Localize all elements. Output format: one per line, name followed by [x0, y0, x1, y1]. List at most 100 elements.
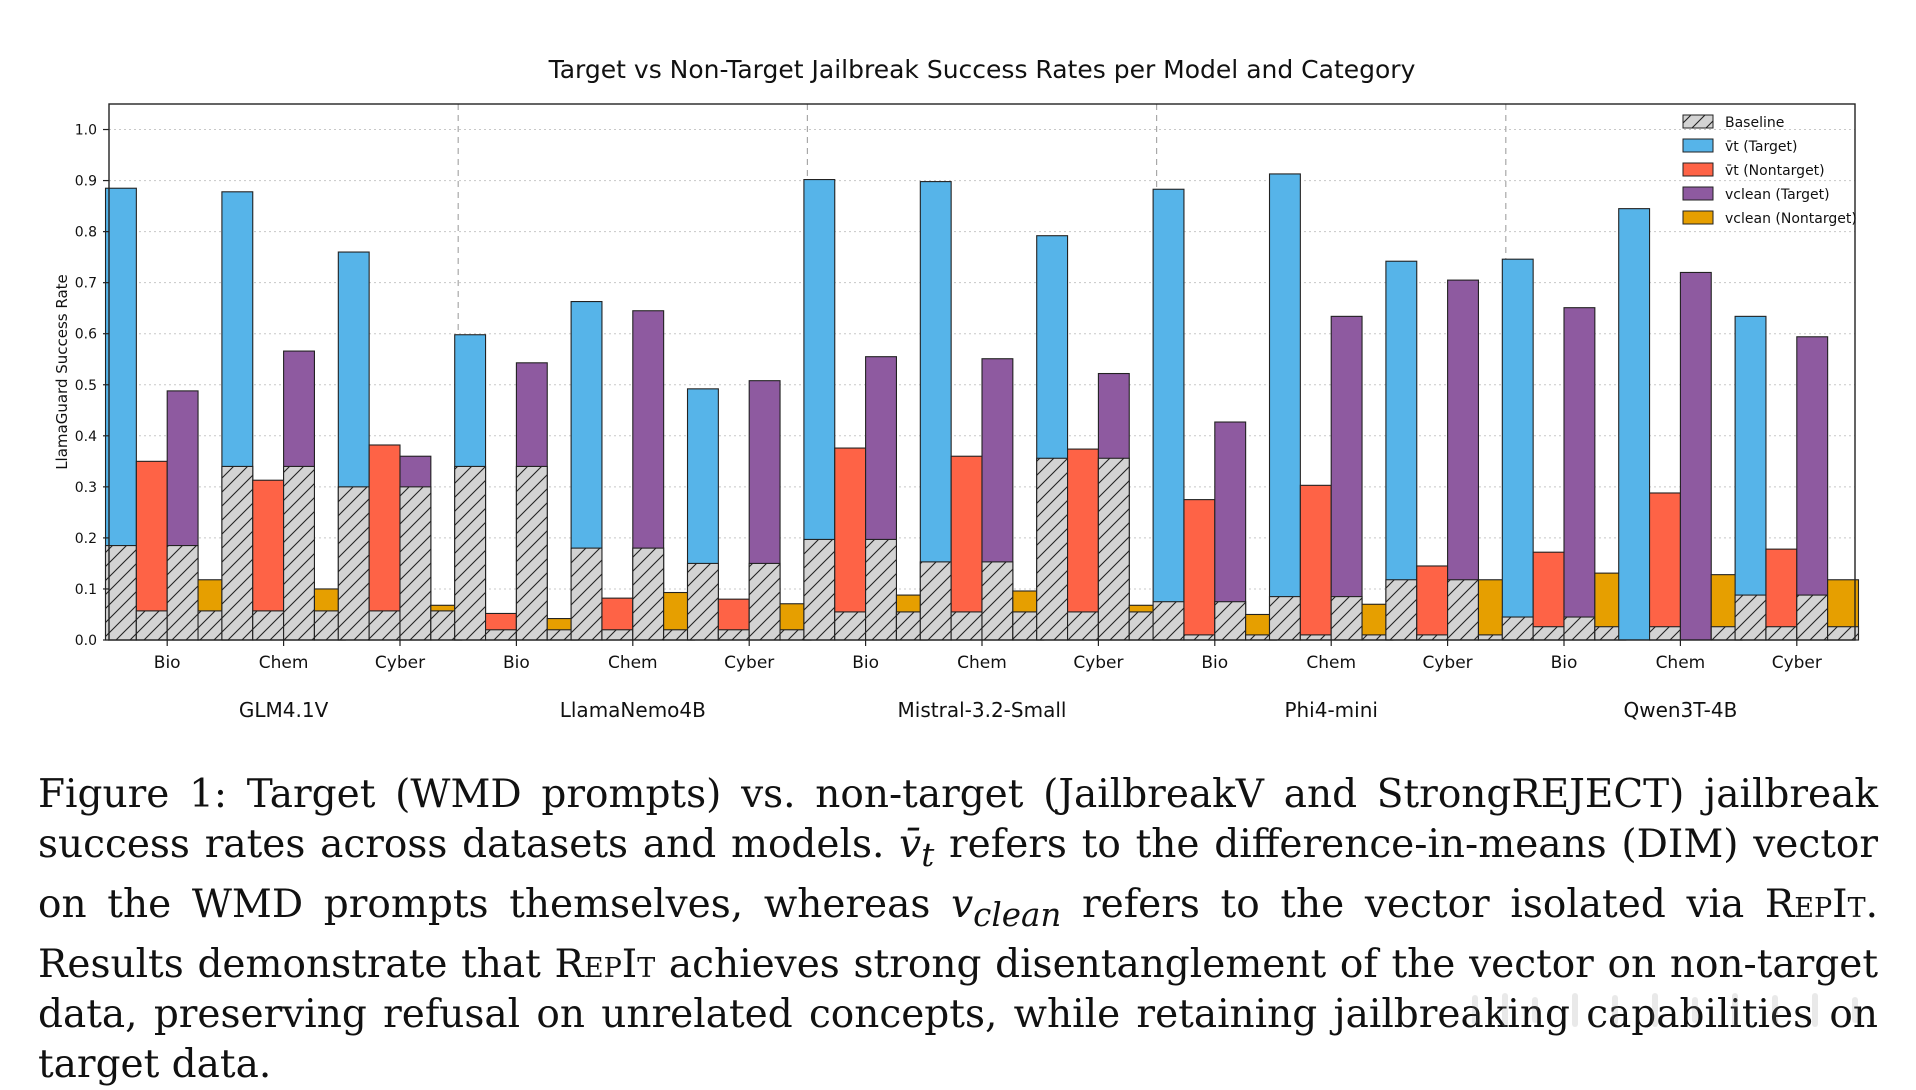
bar-vt-target [1618, 208, 1651, 641]
figure-caption: Figure 1: Target (WMD prompts) vs. non-t… [38, 770, 1878, 1090]
bar-vt-nontarget [135, 460, 168, 641]
y-tick-label: 0.1 [75, 582, 97, 598]
caption-part5: achieves strong disentanglement of the v… [38, 941, 1879, 1087]
x-tick-label: Chem [957, 653, 1007, 673]
bar-baseline [803, 538, 836, 641]
x-tick-label: Chem [259, 653, 309, 673]
bar-baseline [252, 610, 285, 641]
x-tick-label: Bio [1551, 653, 1578, 673]
x-tick-label: Cyber [1073, 653, 1123, 673]
legend-swatch-vclean-target [1682, 186, 1714, 201]
x-tick-label: Cyber [724, 653, 774, 673]
y-tick-label: 0.6 [75, 327, 97, 343]
bar-vt-target [1152, 188, 1185, 641]
caption-part1: Target (WMD prompts) vs. non-target (Jai… [38, 772, 1878, 867]
legend-swatch-baseline [1682, 114, 1714, 129]
bar-baseline [717, 629, 750, 641]
bar-baseline [1734, 594, 1767, 641]
legend-label: vclean (Nontarget) [1725, 211, 1857, 227]
bar-baseline [221, 465, 254, 641]
legend-label: v̄t (Nontarget) [1725, 163, 1825, 179]
bar-baseline [1036, 457, 1069, 641]
bar-baseline [865, 538, 897, 641]
x-tick-label: Chem [608, 653, 658, 673]
bar-vt-nontarget [1532, 551, 1565, 641]
bar-baseline [454, 465, 487, 641]
bar-vclean-target [1679, 271, 1712, 641]
x-tick-label: Cyber [375, 653, 425, 673]
x-tick-label: Bio [154, 653, 181, 673]
bar-baseline [950, 611, 983, 641]
bar-vt-target [1501, 258, 1534, 641]
x-tick-label: Bio [503, 653, 530, 673]
bar-baseline [135, 610, 168, 641]
bar-baseline [1214, 601, 1247, 641]
bar-baseline [632, 547, 665, 641]
bar-baseline [834, 611, 867, 641]
bar-vt-nontarget [950, 455, 983, 641]
bar-vt-nontarget [1183, 499, 1216, 641]
bar-baseline [1501, 616, 1534, 641]
y-tick-label: 0.8 [75, 225, 97, 241]
y-tick-label: 0.9 [75, 174, 97, 190]
caption-label: Figure 1: [38, 772, 228, 817]
bar-baseline [1796, 594, 1829, 641]
bar-vclean-target [1796, 336, 1829, 641]
legend-swatch-vt-target [1682, 138, 1714, 153]
bar-vt-nontarget [1649, 492, 1681, 641]
model-label: Qwen3T-4B [1623, 698, 1737, 722]
x-tick-label: Chem [1306, 653, 1356, 673]
bar-vt-nontarget [834, 447, 867, 641]
legend-label: Baseline [1725, 115, 1784, 131]
bar-vt-nontarget [1416, 565, 1449, 641]
bar-vt-nontarget [368, 444, 401, 641]
x-tick-label: Chem [1656, 653, 1706, 673]
bar-baseline [1152, 601, 1185, 641]
bar-baseline [485, 629, 517, 641]
model-label: Phi4-mini [1284, 698, 1378, 722]
bar-vt-nontarget [1765, 548, 1798, 641]
bar-vclean-target [1563, 307, 1596, 641]
bar-baseline [1827, 626, 1860, 641]
bar-vt-nontarget [1067, 448, 1099, 641]
bar-baseline [368, 610, 401, 641]
model-label: GLM4.1V [239, 698, 329, 722]
bar-baseline [1097, 457, 1130, 641]
y-tick-label: 1.0 [75, 123, 97, 139]
caption-part3: refers to the vector isolated via [1081, 881, 1745, 927]
y-tick-label: 0.0 [75, 633, 97, 649]
caption-part2: refers to the difference-in-means (DIM) … [38, 822, 1878, 927]
bar-baseline [515, 465, 548, 641]
repit-name-1: RepIt [1764, 881, 1866, 927]
bar-baseline [1563, 616, 1596, 641]
bar-baseline [981, 561, 1014, 641]
chart-title: Target vs Non-Target Jailbreak Success R… [548, 55, 1416, 84]
caption-part4: . Results demonstrate that [38, 881, 1878, 987]
bar-baseline [1649, 626, 1681, 641]
bar-baseline [1268, 596, 1301, 641]
vclean-symbol: vclean [951, 881, 1062, 934]
legend-label: v̄t (Target) [1725, 139, 1797, 155]
x-tick-label: Bio [852, 653, 879, 673]
y-tick-label: 0.4 [75, 429, 97, 445]
model-label: LlamaNemo4B [560, 698, 706, 722]
legend-swatch-vclean-nontarget [1682, 210, 1714, 225]
y-tick-label: 0.3 [75, 480, 97, 496]
model-label: Mistral-3.2-Small [898, 698, 1067, 722]
bar-vt-target [1268, 173, 1301, 641]
bar-vt-target [1734, 315, 1767, 641]
x-tick-label: Cyber [1423, 653, 1473, 673]
bar-baseline [1447, 579, 1479, 641]
y-tick-label: 0.5 [75, 378, 97, 394]
bar-baseline [166, 545, 199, 641]
bar-vt-target [1385, 260, 1418, 641]
bar-baseline [1532, 626, 1565, 641]
bar-baseline [1385, 579, 1418, 641]
y-axis-label: LlamaGuard Success Rate [53, 274, 71, 470]
bar-baseline [1765, 626, 1798, 641]
repit-name-2: RepIt [554, 941, 656, 987]
y-tick-label: 0.2 [75, 531, 97, 547]
bar-baseline [1416, 634, 1449, 641]
watermark-lines [1472, 993, 1858, 1027]
bar-baseline [686, 562, 719, 641]
